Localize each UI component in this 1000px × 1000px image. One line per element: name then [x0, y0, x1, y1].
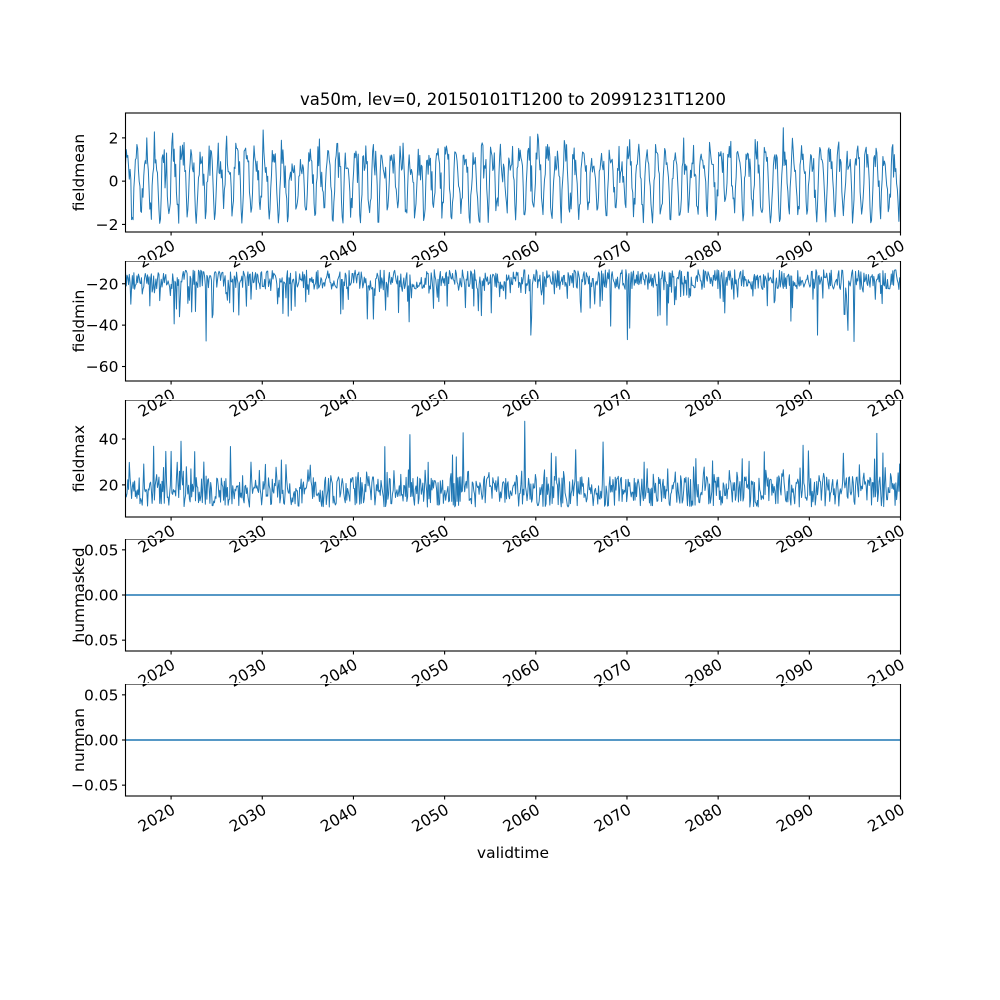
xticklabel-numnan-0: 2020: [135, 801, 178, 836]
xticklabel-fieldmean-7: 2090: [773, 237, 816, 272]
xticklabel-fieldmin-1: 2030: [226, 386, 269, 421]
xticklabel-nummasked-0: 2020: [135, 656, 178, 691]
panel-nummasked: −0.05 0.00 0.05 2020 2030 2040 2050 2060 2070 208…: [70, 538, 908, 691]
panel-numnan: −0.05 0.00 0.05 2020 2030 2040 2050 2060 2070 208…: [70, 683, 908, 836]
xticklabel-numnan-6: 2080: [682, 801, 725, 836]
xticklabel-fieldmin-6: 2080: [682, 386, 725, 421]
series-fieldmean: [125, 127, 901, 224]
yticklabel-fieldmin-2: −20: [86, 275, 119, 293]
yticklabel-fieldmean-2: 2: [109, 129, 119, 147]
xticklabel-nummasked-2: 2040: [318, 656, 361, 691]
xticklabel-fieldmean-1: 2030: [226, 237, 269, 272]
figure-title: va50m, lev=0, 20150101T1200 to 20991231T…: [300, 90, 726, 109]
xticklabel-nummasked-7: 2090: [773, 656, 816, 691]
yticklabel-nummasked-0: −0.05: [71, 632, 119, 650]
yticklabel-fieldmin-1: −40: [86, 317, 119, 335]
yticklabel-numnan-1: 0.00: [84, 732, 119, 750]
xlabel: validtime: [477, 844, 549, 862]
yticklabel-fieldmean-0: −2: [96, 216, 119, 234]
yticklabel-fieldmax-0: 20: [99, 476, 119, 494]
xticklabel-fieldmin-2: 2040: [318, 386, 361, 421]
xticklabel-fieldmean-5: 2070: [591, 237, 634, 272]
xticklabel-fieldmean-3: 2050: [409, 237, 452, 272]
yticklabel-numnan-2: 0.05: [84, 686, 119, 704]
xticklabel-nummasked-4: 2060: [500, 656, 543, 691]
xticklabel-fieldmean-2: 2040: [318, 237, 361, 272]
axes-frame-fieldmean: [124, 112, 902, 233]
xticklabel-nummasked-3: 2050: [409, 656, 452, 691]
xticklabel-fieldmean-8: 2100: [865, 237, 908, 272]
ylabel-numnan: numnan: [70, 708, 88, 772]
xticklabel-numnan-3: 2050: [409, 801, 452, 836]
xticklabel-nummasked-8: 2100: [865, 656, 908, 691]
xticklabel-numnan-4: 2060: [500, 801, 543, 836]
ylabel-fieldmax: fieldmax: [70, 425, 88, 492]
yticklabel-numnan-0: −0.05: [71, 777, 119, 795]
xticklabel-fieldmean-6: 2080: [682, 237, 725, 272]
xticklabel-fieldmin-8: 2100: [865, 386, 908, 421]
yticklabel-nummasked-1: 0.00: [84, 587, 119, 605]
xticklabel-fieldmin-5: 2070: [591, 386, 634, 421]
ylabel-fieldmean: fieldmean: [70, 134, 88, 211]
xticklabel-fieldmin-7: 2090: [773, 386, 816, 421]
xticklabel-nummasked-5: 2070: [591, 656, 634, 691]
xticklabel-fieldmin-3: 2050: [409, 386, 452, 421]
yticklabel-nummasked-2: 0.05: [84, 541, 119, 559]
panel-fieldmean: −2 0 2 2020 2030 2040 2050 2060 2070 2080 2090 2100…: [70, 112, 908, 272]
panel-gap-mask-2: [0, 399, 1000, 400]
xticklabel-nummasked-1: 2030: [226, 656, 269, 691]
panel-gap-mask-1: [0, 260, 1000, 261]
series-fieldmin: [125, 269, 901, 342]
panel-fieldmin: −60 −40 −20 2020 2030 2040 2050 2060 2070 2080 209…: [70, 260, 908, 421]
xticklabel-nummasked-6: 2080: [682, 656, 725, 691]
xticklabel-fieldmean-0: 2020: [135, 237, 178, 272]
yticklabel-fieldmin-0: −60: [86, 358, 119, 376]
ylabel-fieldmin: fieldmin: [70, 290, 88, 353]
xticklabel-fieldmin-0: 2020: [135, 386, 178, 421]
xticklabel-fieldmean-4: 2060: [500, 237, 543, 272]
xticklabel-numnan-5: 2070: [591, 801, 634, 836]
yticklabel-fieldmean-1: 0: [109, 173, 119, 191]
xticklabel-numnan-8: 2100: [865, 801, 908, 836]
yticklabel-fieldmax-1: 40: [99, 431, 119, 449]
xticklabel-numnan-2: 2040: [318, 801, 361, 836]
panel-gap-mask-3: [0, 538, 1000, 539]
series-fieldmax: [125, 420, 901, 508]
xticklabel-numnan-7: 2090: [773, 801, 816, 836]
xticklabel-numnan-1: 2030: [226, 801, 269, 836]
panel-gap-mask-4: [0, 683, 1000, 684]
ylabel-nummasked: nummasked: [70, 547, 88, 642]
xticklabel-fieldmin-4: 2060: [500, 386, 543, 421]
